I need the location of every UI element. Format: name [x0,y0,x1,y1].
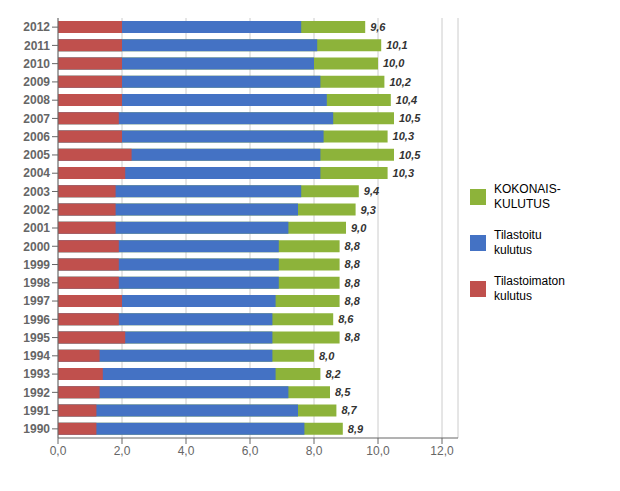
svg-text:9,6: 9,6 [370,21,386,33]
svg-text:8,9: 8,9 [348,423,364,435]
svg-text:1990: 1990 [23,422,50,436]
svg-text:2002: 2002 [23,203,50,217]
html-text:Tilastoitu kulutus: Tilastoitu kulutus [494,228,542,257]
html-text:Tilastoimaton kulutus: Tilastoimaton kulutus [494,274,565,303]
svg-text:1991: 1991 [23,404,50,418]
svg-text:4,0: 4,0 [178,444,195,458]
svg-text:2012: 2012 [23,20,50,34]
svg-text:10,0: 10,0 [366,444,390,458]
svg-text:2006: 2006 [23,130,50,144]
svg-text:8,8: 8,8 [345,295,361,307]
svg-text:6,0: 6,0 [242,444,259,458]
svg-text:2008: 2008 [23,93,50,107]
svg-text:1995: 1995 [23,331,50,345]
svg-text:8,6: 8,6 [338,313,354,325]
svg-text:2009: 2009 [23,75,50,89]
svg-text:12,0: 12,0 [430,444,454,458]
svg-text:8,0: 8,0 [319,350,335,362]
svg-text:1996: 1996 [23,313,50,327]
svg-text:9,0: 9,0 [351,222,367,234]
svg-text:2011: 2011 [24,39,50,53]
svg-text:8,0: 8,0 [306,444,323,458]
svg-text:2004: 2004 [23,166,50,180]
svg-text:1998: 1998 [23,276,50,290]
svg-text:10,3: 10,3 [393,167,414,179]
svg-text:1993: 1993 [23,367,50,381]
svg-text:1994: 1994 [23,349,50,363]
svg-text:2007: 2007 [23,112,50,126]
svg-text:2001: 2001 [23,221,50,235]
svg-text:10,5: 10,5 [399,149,421,161]
svg-text:8,8: 8,8 [345,258,361,270]
svg-text:2010: 2010 [23,57,50,71]
svg-text:10,3: 10,3 [393,130,414,142]
svg-text:2005: 2005 [23,148,50,162]
svg-text:2003: 2003 [23,185,50,199]
svg-text:1997: 1997 [23,294,50,308]
svg-text:1992: 1992 [23,386,50,400]
svg-text:9,4: 9,4 [364,185,379,197]
svg-text:8,5: 8,5 [335,386,351,398]
svg-text:8,7: 8,7 [341,404,357,416]
svg-text:10,1: 10,1 [386,39,407,51]
svg-text:1999: 1999 [23,258,50,272]
svg-text:9,3: 9,3 [361,204,376,216]
svg-text:10,5: 10,5 [399,112,421,124]
svg-text:8,8: 8,8 [345,331,361,343]
svg-text:8,8: 8,8 [345,277,361,289]
svg-text:8,2: 8,2 [325,368,340,380]
svg-text:10,2: 10,2 [389,76,410,88]
svg-text:2,0: 2,0 [114,444,131,458]
html-text:KOKONAIS- KULUTUS: KOKONAIS- KULUTUS [494,182,561,211]
svg-text:10,4: 10,4 [396,94,417,106]
svg-text:2000: 2000 [23,240,50,254]
svg-text:10,0: 10,0 [383,57,405,69]
svg-text:0,0: 0,0 [50,444,67,458]
svg-text:8,8: 8,8 [345,240,361,252]
